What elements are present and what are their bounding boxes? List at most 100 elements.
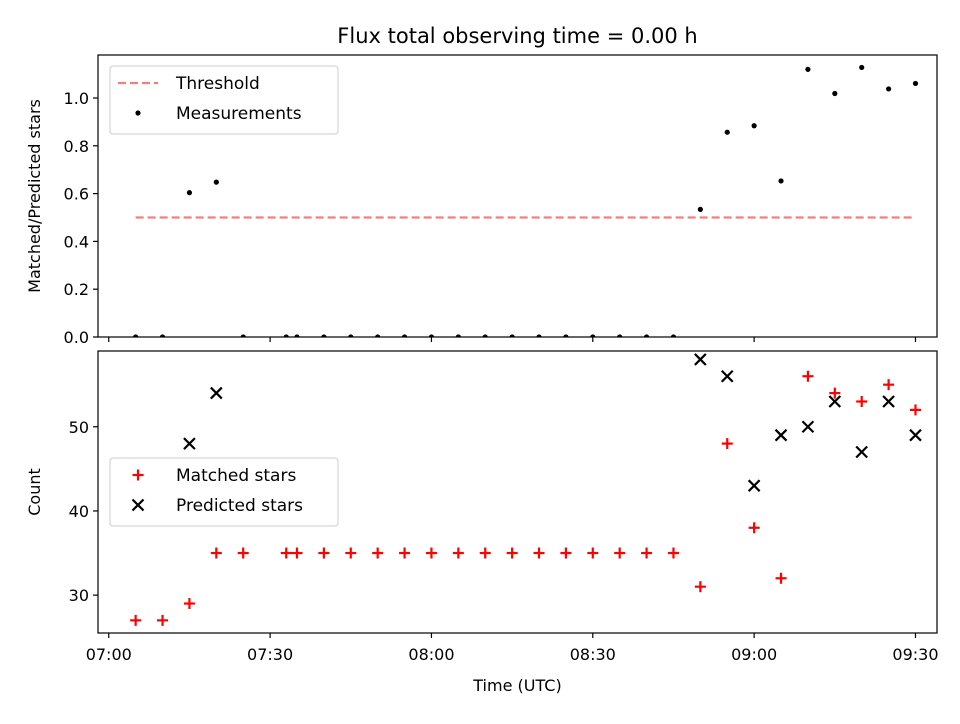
x-tick-label: 09:00 [731,645,777,664]
cross-point [720,369,734,383]
plus-point [721,438,733,450]
cross-point-b [909,428,922,442]
legend-box [109,65,339,135]
plus-point [694,581,706,593]
dot-point [482,334,488,337]
dot-point [240,334,246,337]
cross-point [210,386,223,400]
dot-point [643,334,650,337]
dot-point [509,334,515,337]
x-tick-label: 08:00 [408,645,454,664]
legend-label: Predicted stars [176,496,303,516]
plot-data [130,353,922,626]
plus-point [748,522,760,534]
cross-point-b [828,395,842,408]
series-predicted-stars [183,353,922,492]
y-tick-label: 40 [69,502,89,521]
dot-point [348,334,354,337]
plus-point [614,547,626,559]
plus-point [506,547,518,559]
cross-point-b [183,437,196,450]
legend-label: Matched stars [176,466,296,486]
dot-point [133,334,139,337]
x-tick-label: 07:00 [86,645,132,664]
plot-data [133,64,919,337]
cross-point-b [720,369,734,383]
dot-point [321,334,327,337]
dot-point [697,206,703,212]
legend-label: Measurements [176,104,302,124]
plus-point [130,614,142,626]
dot-point [885,86,892,92]
legend-swatch [135,110,141,116]
dot-point [563,334,569,337]
cross-point [774,428,788,442]
plus-point [533,547,545,559]
plus-point [399,547,411,559]
y-tick-label: 0.8 [64,137,89,156]
plus-point [210,547,222,559]
dot-point [455,334,461,337]
dot-point [186,190,193,196]
plus-point [802,370,814,382]
dot-point [213,179,219,185]
y-tick-label: 0.6 [64,185,89,204]
cross-point [828,395,842,408]
legend: Threshold Measurements [109,65,339,135]
plus-point [667,547,679,559]
dot-point [670,334,677,337]
plus-point [372,547,384,559]
y-tick-label: 0.0 [64,328,89,347]
dot-point [805,66,811,72]
y-tick-label: 0.2 [64,280,89,299]
plus-point [775,572,787,584]
plus-point [425,547,437,559]
cross-point-b [801,420,815,434]
cross-point-b [210,386,223,400]
plus-point [183,598,195,610]
dot-point [428,334,435,337]
dot-point [401,334,408,337]
plus-point [560,547,572,559]
y-axis-label: Matched/Predicted stars [25,99,44,293]
cross-point [855,445,868,459]
legend-swatch-b [131,498,145,512]
flux-ratio-panel: Flux total observing time = 0.00 h 0.0 0.2… [25,24,938,347]
plus-point [909,404,921,416]
plus-point [829,387,841,399]
legend-swatch [132,469,144,481]
cross-point-b [694,353,707,366]
plus-point [641,547,653,559]
y-tick-label: 1.0 [64,89,89,108]
y-tick-label: 50 [69,418,89,437]
x-tick-label: 08:30 [570,645,616,664]
series-matched-stars [130,370,921,626]
cross-point-b [747,479,761,492]
dot-point [751,123,757,129]
dot-point [294,334,300,337]
legend-swatch [131,498,145,512]
dot-point [832,90,838,97]
dot-point [283,334,289,337]
plus-point [452,547,464,559]
y-tick-label: 0.4 [64,232,89,251]
dot-point [859,64,865,71]
x-tick-label: 09:30 [892,645,938,664]
dot-point [159,334,166,337]
cross-point-b [882,395,895,408]
plus-point [587,547,599,559]
legend-box [109,457,339,527]
plus-point [291,547,303,559]
plot-frame [97,350,938,634]
legend: Matched stars Predicted stars [109,457,339,527]
plus-point [479,547,491,559]
cross-point [183,437,196,450]
cross-point [801,420,815,434]
dot-point [778,178,784,184]
x-axis-label: Time (UTC) [472,676,561,695]
dot-point [536,334,542,337]
plus-point [237,547,249,559]
plus-point [318,547,330,559]
